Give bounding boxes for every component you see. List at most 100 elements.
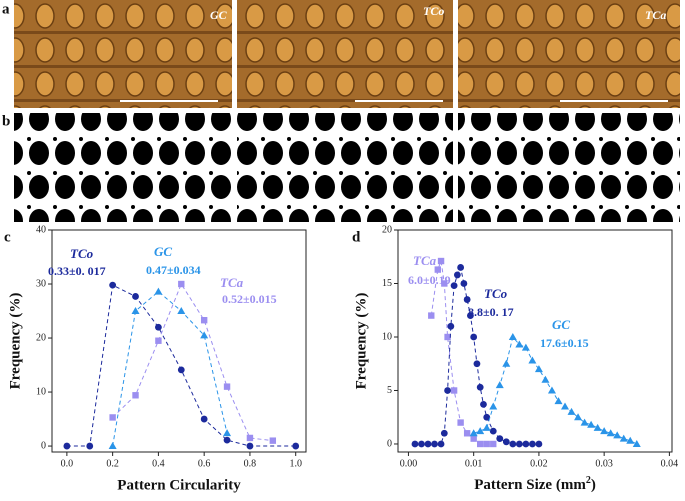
point — [580, 418, 589, 426]
point — [457, 419, 464, 426]
point — [463, 296, 471, 303]
dashed-line — [112, 290, 228, 447]
point — [567, 407, 576, 415]
annotation: 8.8±0. 17 — [468, 305, 514, 319]
x-axis-label-part: 2 — [586, 475, 591, 486]
point — [515, 340, 524, 348]
point — [411, 440, 419, 448]
dashed-line — [112, 282, 273, 442]
point — [483, 440, 490, 448]
y-tick-label: 0 — [387, 438, 392, 449]
point — [177, 307, 186, 315]
x-tick-label: 0.6 — [198, 458, 211, 469]
point — [528, 440, 536, 448]
point — [490, 440, 497, 448]
point — [467, 312, 474, 319]
point — [482, 423, 491, 431]
panel-label: a — [2, 1, 10, 17]
point — [437, 257, 445, 265]
point — [132, 392, 139, 399]
point — [155, 323, 162, 331]
caption: GC — [210, 8, 228, 22]
binary-image — [458, 113, 680, 222]
annotation: 0.52±0.015 — [222, 292, 277, 306]
point — [108, 442, 117, 450]
point — [508, 332, 517, 340]
x-tick-label: 0.01 — [465, 458, 483, 469]
point — [593, 423, 602, 431]
point — [477, 440, 484, 448]
x-tick-label: 0.04 — [661, 458, 679, 469]
point — [200, 331, 209, 339]
point — [223, 436, 231, 444]
point — [460, 280, 468, 287]
panel-b: b — [2, 113, 680, 222]
point — [476, 427, 485, 435]
caption: TCo — [423, 4, 444, 18]
y-tick-label: 20 — [36, 332, 46, 343]
point — [269, 437, 277, 444]
point — [109, 414, 116, 421]
point — [109, 281, 117, 289]
point — [535, 440, 543, 448]
annotation: 6.0±0.19 — [408, 273, 451, 287]
point — [469, 429, 478, 437]
point — [453, 271, 461, 279]
point — [574, 413, 583, 421]
binary-image — [14, 113, 232, 222]
photo — [14, 0, 232, 108]
binary-image — [237, 113, 453, 222]
point — [86, 442, 94, 450]
x-tick-label: 0.4 — [152, 458, 165, 469]
x-axis-label-part: ) — [591, 477, 596, 493]
series-name: TCo — [484, 286, 508, 301]
point — [155, 337, 162, 344]
point — [292, 442, 300, 450]
point — [200, 317, 208, 324]
point — [613, 431, 622, 439]
x-axis-label: Pattern Size (mm2) — [474, 475, 596, 494]
point — [428, 312, 435, 319]
point — [495, 381, 504, 389]
panel-a: a GC TCo TCa — [2, 0, 680, 108]
point — [496, 435, 504, 443]
point — [177, 366, 185, 374]
point — [246, 442, 254, 450]
point — [447, 322, 455, 330]
point — [178, 280, 185, 288]
point — [470, 333, 478, 341]
point — [418, 440, 425, 448]
dashed-line — [473, 335, 637, 445]
point — [131, 307, 140, 315]
point — [223, 429, 232, 437]
series-name: GC — [552, 317, 570, 332]
point — [515, 440, 523, 448]
dashed-line — [66, 284, 296, 447]
point — [547, 386, 556, 394]
x-tick-label: 1.0 — [289, 458, 302, 469]
point — [509, 440, 517, 448]
series-name: TCa — [220, 275, 244, 290]
point — [441, 280, 448, 287]
point — [470, 435, 477, 442]
y-tick-label: 10 — [382, 331, 392, 342]
point — [431, 440, 438, 448]
point — [587, 420, 596, 428]
y-axis-label: Frequency (%) — [7, 293, 23, 390]
plot-frame — [397, 229, 673, 453]
point — [457, 264, 465, 271]
panel-label: b — [2, 113, 10, 129]
point — [223, 383, 231, 390]
point — [606, 429, 615, 437]
point — [437, 440, 445, 448]
point — [246, 434, 254, 442]
dashed-line — [414, 265, 539, 445]
series-name: TCo — [70, 246, 94, 261]
panel-label: c — [4, 229, 11, 245]
point — [522, 440, 530, 448]
point — [561, 402, 570, 410]
point — [200, 415, 208, 423]
y-tick-label: 0 — [41, 440, 46, 451]
point — [424, 440, 432, 448]
